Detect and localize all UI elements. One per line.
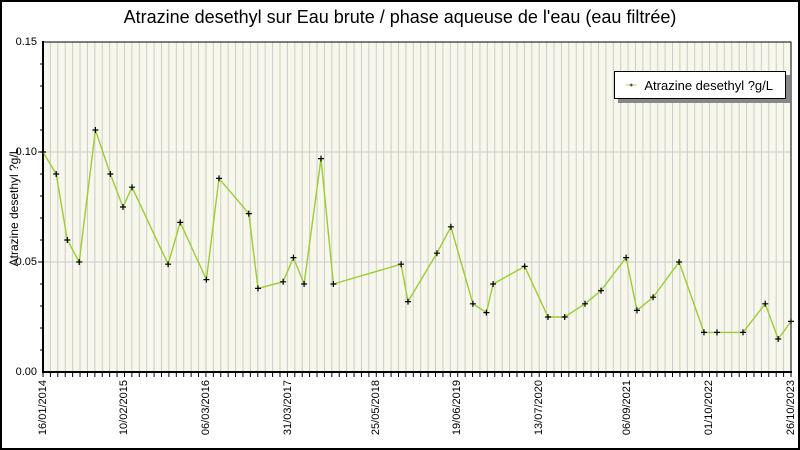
data-point-marker: [255, 285, 261, 292]
data-point-marker: [582, 300, 588, 307]
data-point-marker: [53, 171, 60, 177]
data-point-marker: [561, 314, 568, 320]
data-point-marker: [634, 307, 640, 314]
x-tick-label: 01/10/2022: [702, 380, 715, 436]
y-tick-label: 0.10: [15, 145, 37, 158]
data-point-marker: [775, 336, 782, 342]
y-tick-label: 0.00: [15, 365, 37, 378]
legend-series-marker-icon: [625, 83, 637, 87]
data-point-marker: [701, 329, 707, 336]
data-point-marker: [216, 175, 222, 182]
data-point-marker: [290, 254, 297, 261]
data-point-marker: [483, 309, 490, 316]
x-tick-label: 19/06/2019: [451, 380, 464, 436]
data-point-marker: [64, 237, 71, 243]
y-axis-title: Atrazine desethyl ?g/L: [7, 147, 21, 267]
data-point-marker: [433, 250, 440, 257]
data-point-marker: [301, 281, 308, 287]
data-point-marker: [545, 314, 551, 320]
data-point-marker: [120, 204, 126, 210]
x-tick-label: 13/07/2020: [533, 380, 546, 436]
data-point-marker: [598, 287, 604, 294]
data-point-marker: [177, 219, 184, 226]
x-tick-label: 31/03/2017: [281, 380, 294, 436]
x-tick-label: 10/02/2015: [118, 380, 131, 436]
data-point-marker: [623, 254, 630, 261]
data-point-marker: [714, 329, 720, 336]
data-point-marker: [245, 210, 252, 217]
data-point-marker: [92, 127, 99, 133]
data-point-marker: [318, 155, 324, 162]
data-point-marker: [107, 171, 114, 177]
data-point-marker: [203, 276, 210, 283]
x-tick-label: 16/01/2014: [36, 380, 49, 436]
chart-title: Atrazine desethyl sur Eau brute / phase …: [123, 7, 677, 27]
data-point-marker: [521, 263, 528, 270]
data-point-marker: [129, 184, 135, 191]
data-point-marker: [762, 300, 769, 307]
data-point-marker: [788, 318, 794, 325]
x-tick-label: 25/05/2018: [369, 380, 382, 436]
data-point-marker: [447, 223, 454, 230]
y-tick-label: 0.05: [15, 255, 37, 268]
data-point-marker: [398, 261, 405, 268]
legend-series-label: Atrazine desethyl ?g/L: [644, 77, 773, 93]
data-point-marker: [165, 261, 172, 268]
x-tick-label: 06/03/2016: [199, 380, 212, 436]
data-point-marker: [490, 281, 497, 287]
data-point-marker: [676, 259, 683, 265]
data-point-marker: [740, 329, 746, 336]
data-point-marker: [40, 149, 46, 155]
y-tick-label: 0.15: [15, 35, 37, 48]
data-point-marker: [650, 294, 657, 301]
data-point-marker: [405, 298, 411, 305]
legend-box: Atrazine desethyl ?g/L: [614, 71, 786, 99]
data-point-marker: [469, 300, 476, 307]
x-tick-label: 26/10/2023: [784, 380, 797, 436]
data-point-marker: [76, 259, 83, 265]
data-point-marker: [280, 278, 287, 285]
data-point-marker: [330, 281, 337, 287]
x-tick-label: 06/09/2021: [621, 380, 634, 436]
